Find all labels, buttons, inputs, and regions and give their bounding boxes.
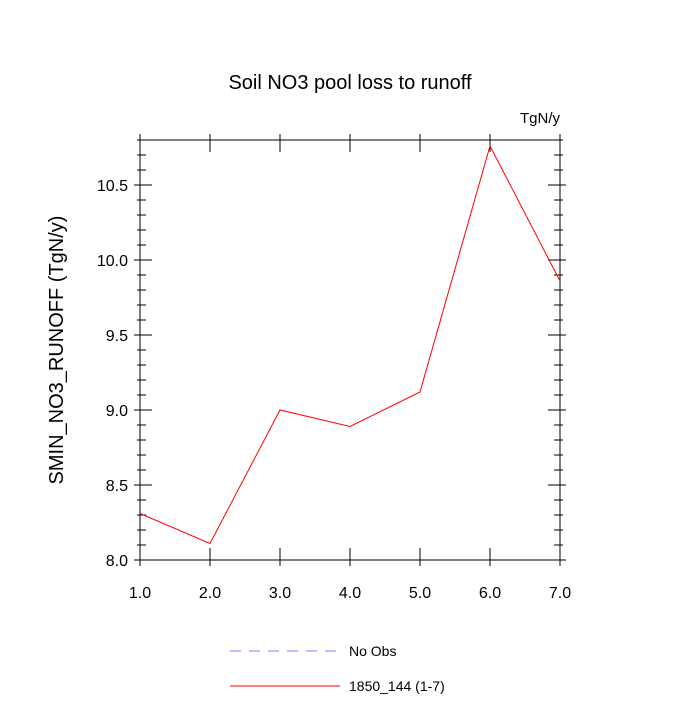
x-tick-label: 1.0 [129, 585, 151, 602]
legend-label: 1850_144 (1-7) [349, 678, 445, 694]
y-tick-label: 8.0 [106, 553, 128, 570]
chart-title: Soil NO3 pool loss to runoff [228, 72, 472, 94]
y-tick-label: 8.5 [106, 478, 128, 495]
series-layer [139, 144, 561, 545]
y-tick-label: 10.5 [97, 178, 128, 195]
x-tick-label: 5.0 [409, 585, 431, 602]
axes: 1.0 2.0 3.0 4.0 5.0 6.0 7.0 8.0 8.5 9.0 9.5 10.0 10.… [97, 134, 571, 602]
x-tick-label: 4.0 [339, 585, 361, 602]
y-tick-label: 10.0 [97, 253, 128, 270]
x-tick-label: 3.0 [269, 585, 291, 602]
legend: No Obs 1850_144 (1-7) [230, 643, 445, 694]
x-tick-label: 7.0 [549, 585, 571, 602]
legend-label: No Obs [349, 643, 396, 659]
y-tick-label: 9.5 [106, 328, 128, 345]
series-line [139, 144, 561, 545]
y-axis-title: SMIN_NO3_RUNOFF (TgN/y) [46, 216, 68, 485]
x-tick-label: 2.0 [199, 585, 221, 602]
plot-frame [139, 139, 561, 561]
units-label: TgN/y [520, 110, 561, 127]
x-tick-label: 6.0 [479, 585, 501, 602]
y-tick-label: 9.0 [106, 403, 128, 420]
